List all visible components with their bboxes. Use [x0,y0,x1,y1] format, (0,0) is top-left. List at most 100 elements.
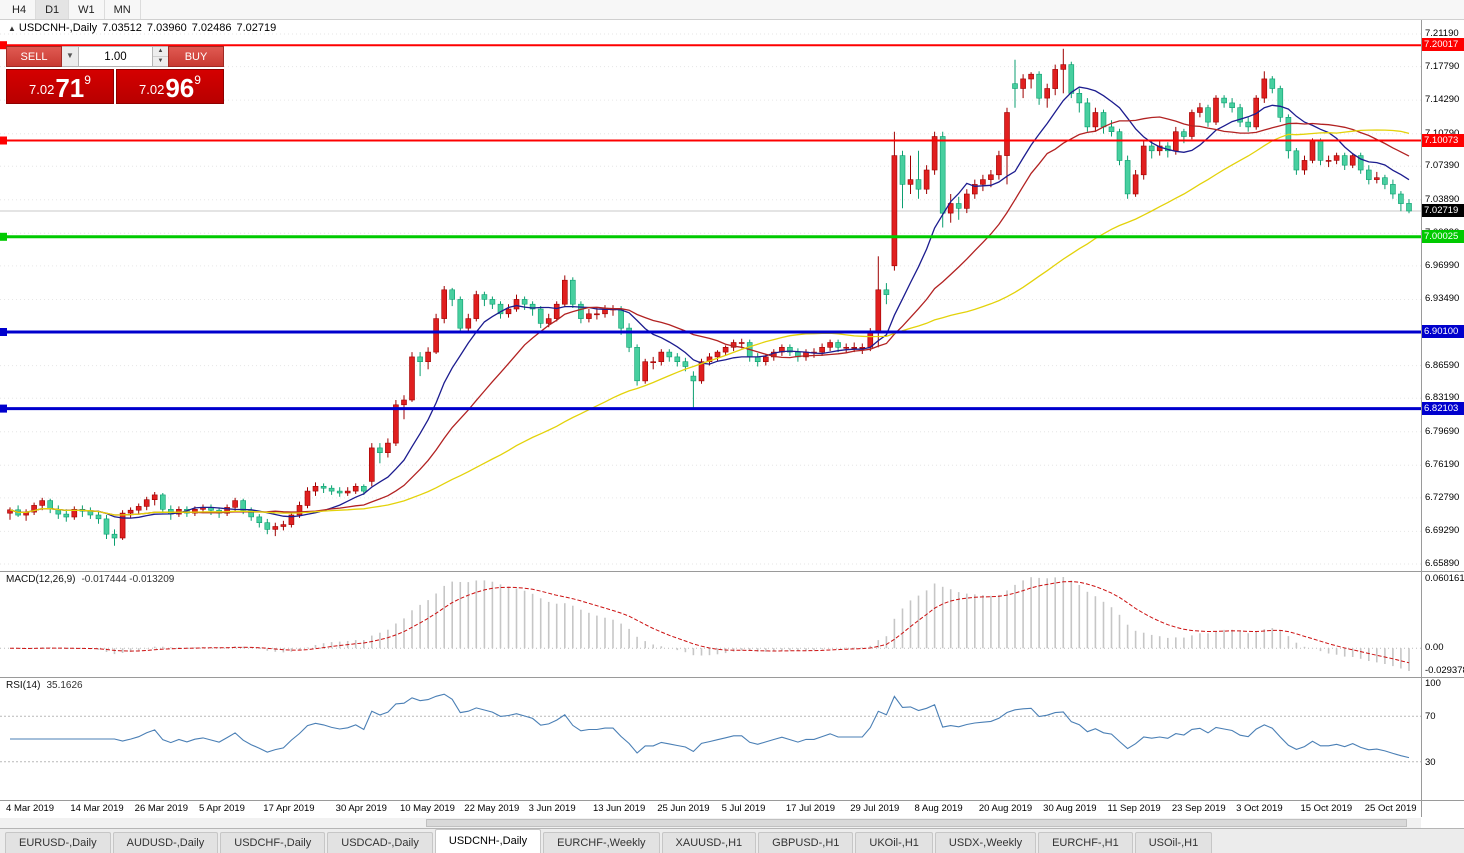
chart-tab[interactable]: USDX-,Weekly [934,832,1037,853]
candle [1028,72,1034,89]
current-price-tag: 7.02719 [1422,204,1464,218]
time-axis-label: 3 Jun 2019 [528,803,576,814]
lot-increment-button[interactable]: ▲ [153,47,168,57]
lot-size-input[interactable] [79,46,153,67]
candle [971,179,978,199]
candle [875,256,882,348]
horizontal-scrollbar[interactable] [0,818,1421,828]
chart-tab[interactable]: USDCAD-,Daily [327,832,433,853]
price-axis-label: 7.14290 [1425,94,1460,106]
candle [87,507,94,519]
bid-prefix: 7.02 [29,82,55,97]
time-axis-label: 14 Mar 2019 [70,803,124,814]
price-axis-label: 7.17790 [1425,60,1460,72]
time-axis-label: 8 Aug 2019 [914,803,963,814]
candle [127,507,134,518]
candle [441,286,448,324]
candle [899,150,906,209]
chevron-down-icon: ▼ [66,51,74,60]
candle [939,131,946,228]
candle [835,339,841,353]
level-price-tag: 6.82103 [1422,401,1464,415]
chart-tab[interactable]: EURUSD-,Daily [5,832,111,853]
pane-separator[interactable] [0,571,1464,572]
level-left-marker [0,232,7,241]
scrollbar-thumb[interactable] [426,819,1407,827]
chart-tab[interactable]: USOil-,H1 [1134,832,1213,853]
candle [481,291,488,307]
candle [650,356,657,370]
candle [15,505,21,517]
time-axis-label: 25 Oct 2019 [1364,803,1417,814]
macd-axis-label: 0.060161 [1425,573,1464,584]
price-axis-label: 6.93490 [1425,293,1460,305]
lot-dropdown-button[interactable]: ▼ [62,46,79,67]
price-axis-label: 7.10790 [1425,128,1459,140]
ma-line-50 [9,129,1410,516]
time-axis-label: 20 Aug 2019 [978,803,1033,814]
candle [915,150,922,199]
candle [1205,104,1211,127]
candle [1333,152,1340,165]
lot-decrement-button[interactable]: ▼ [157,58,164,64]
candle [642,358,649,384]
candle [208,504,214,515]
bid-price-panel[interactable]: 7.02 71 9 [6,69,114,104]
candle [393,400,399,446]
chart-tab[interactable]: EURCHF-,Weekly [543,832,660,853]
candle [827,339,833,352]
chart-tab[interactable]: GBPUSD-,H1 [758,832,854,853]
candle [457,296,464,333]
rsi-label: RSI(14) 35.1626 [6,680,83,691]
collapse-panel-icon[interactable]: ▲ [8,24,16,33]
chart-tab[interactable]: AUDUSD-,Daily [112,832,219,853]
time-axis[interactable]: 4 Mar 2019 14 Mar 2019 26 Mar 2019 5 Apr 20… [0,801,1421,817]
price-axis-label: 7.21190 [1425,28,1459,39]
pane-separator[interactable] [0,677,1464,678]
candle [497,301,504,319]
candle [312,482,319,496]
chart-tab[interactable]: UKOil-,H1 [855,832,933,853]
candle [280,520,287,531]
time-axis-label: 13 Jun 2019 [592,803,646,814]
level-left-marker [0,41,7,50]
timeframe-button-mn[interactable]: MN [105,0,141,19]
sell-button[interactable]: SELL [6,46,62,67]
time-axis-label: 15 Oct 2019 [1300,803,1353,814]
candle [779,344,785,356]
candle [1317,138,1324,166]
time-axis-label: 30 Aug 2019 [1043,803,1097,814]
candle [95,511,102,524]
ma-line-10 [9,86,1410,519]
candle [843,343,850,354]
time-axis-label: 22 May 2019 [464,803,520,814]
timeframe-button-d1[interactable]: D1 [36,0,70,19]
candle [344,487,351,496]
macd-indicator-canvas[interactable] [0,572,1421,677]
rsi-indicator-canvas[interactable] [0,678,1421,800]
chart-tab[interactable]: USDCHF-,Daily [220,832,326,853]
candle [883,283,890,305]
price-axis-label: 6.83190 [1425,392,1460,404]
time-axis-label: 11 Sep 2019 [1107,803,1161,814]
price-axis-border [1421,20,1422,817]
price-axis-label: 7.03890 [1425,193,1460,205]
timeframe-button-h4[interactable]: H4 [3,0,37,19]
chart-tab[interactable]: EURCHF-,H1 [1038,832,1133,853]
candle [1036,71,1042,105]
candle [537,306,544,329]
main-chart-canvas[interactable] [0,20,1421,571]
macd-axis-label: 0.00 [1425,642,1444,654]
pane-separator[interactable] [0,800,1464,801]
ask-price-panel[interactable]: 7.02 96 9 [116,69,224,104]
timeframe-button-w1[interactable]: W1 [69,0,105,19]
candle [674,353,681,367]
chart-tab[interactable]: XAUUSD-,H1 [661,832,757,853]
price-axis[interactable]: 7.21190 7.17790 7.14290 7.10790 7.07390 7.038… [1422,20,1464,571]
buy-button[interactable]: BUY [168,46,224,67]
candle [1020,74,1026,99]
chart-tab[interactable]: USDCNH-,Daily [434,829,542,853]
candle [1309,138,1316,164]
candle [634,344,640,386]
candle [1261,71,1268,103]
